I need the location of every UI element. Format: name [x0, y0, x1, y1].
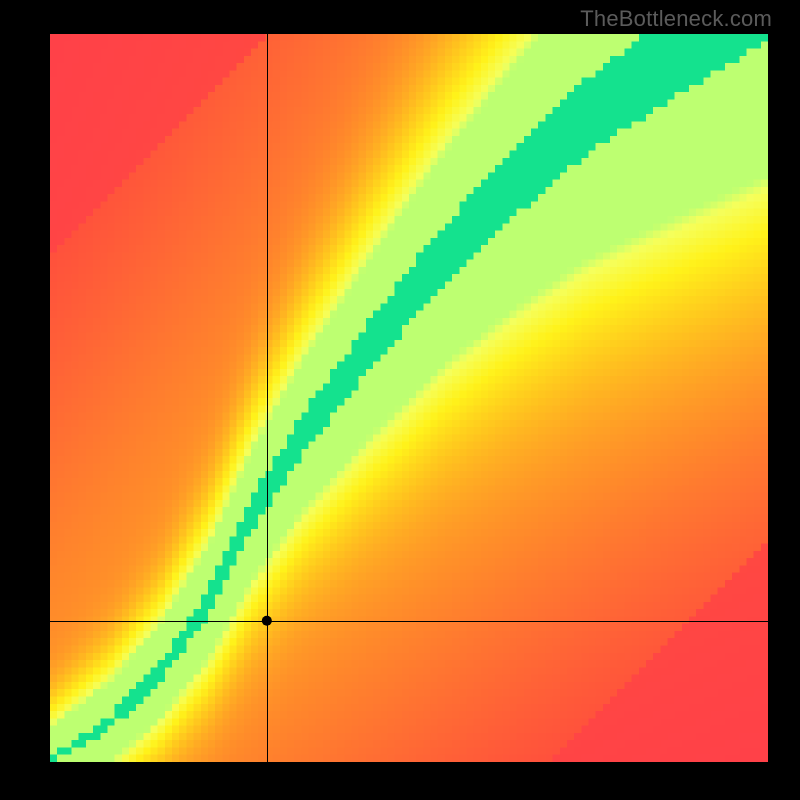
- watermark-text: TheBottleneck.com: [580, 6, 772, 32]
- crosshair-overlay: [50, 34, 768, 762]
- chart-container: TheBottleneck.com: [0, 0, 800, 800]
